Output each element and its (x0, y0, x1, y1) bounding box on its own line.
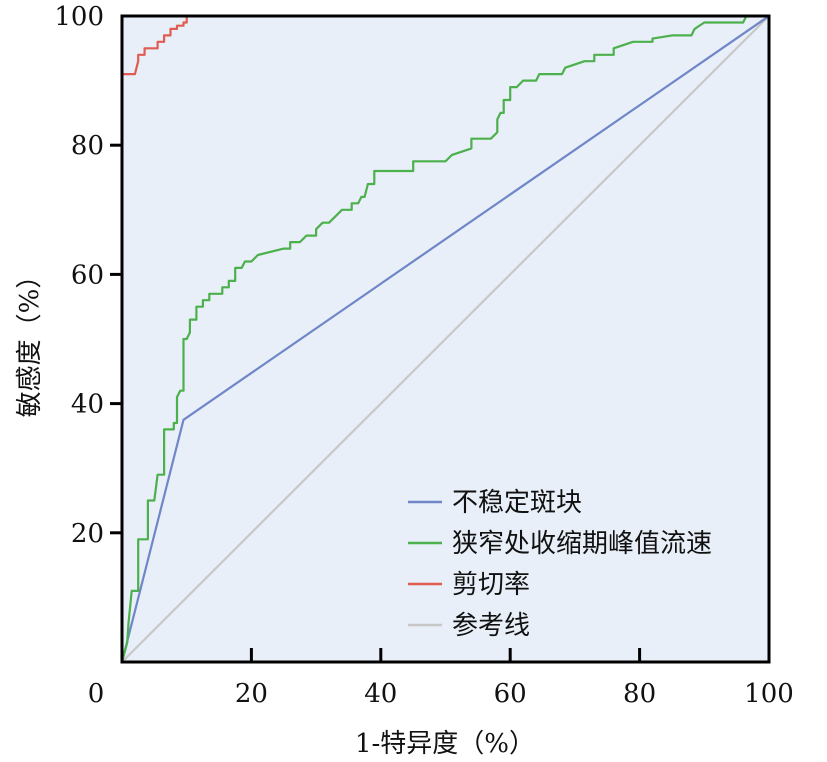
legend-label-2: 狭窄处收缩期峰值流速 (452, 529, 712, 559)
x-tick-label: 20 (235, 679, 268, 709)
y-tick-label: 80 (71, 131, 104, 161)
series-line-4 (121, 15, 770, 663)
x-tick-label: 0 (88, 679, 105, 709)
legend-label-3: 剪切率 (452, 570, 530, 600)
tick-labels-layer: 0 20 40 60 80 100 20 40 60 80 100 (54, 2, 793, 709)
x-axis-title: 1-特异度（%） (355, 729, 535, 759)
x-tick-label: 100 (744, 679, 794, 709)
y-tick-label: 100 (54, 2, 104, 32)
x-tick-label: 80 (623, 679, 656, 709)
x-tick-label: 40 (364, 679, 397, 709)
series-line-3 (122, 14, 446, 76)
y-tick-label: 40 (71, 390, 104, 420)
legend-label-1: 不稳定斑块 (452, 488, 582, 518)
series-line-2 (120, 14, 769, 663)
x-tick-label: 60 (494, 679, 527, 709)
plot-frame (120, 14, 771, 664)
y-axis-title: 敏感度（%） (15, 263, 45, 418)
y-tick-label: 20 (71, 519, 104, 549)
y-tick-label: 60 (71, 260, 104, 290)
ticks-layer (110, 143, 642, 662)
series-layer (120, 14, 770, 663)
legend-label-4: 参考线 (452, 611, 530, 641)
series-line-1 (120, 15, 770, 663)
